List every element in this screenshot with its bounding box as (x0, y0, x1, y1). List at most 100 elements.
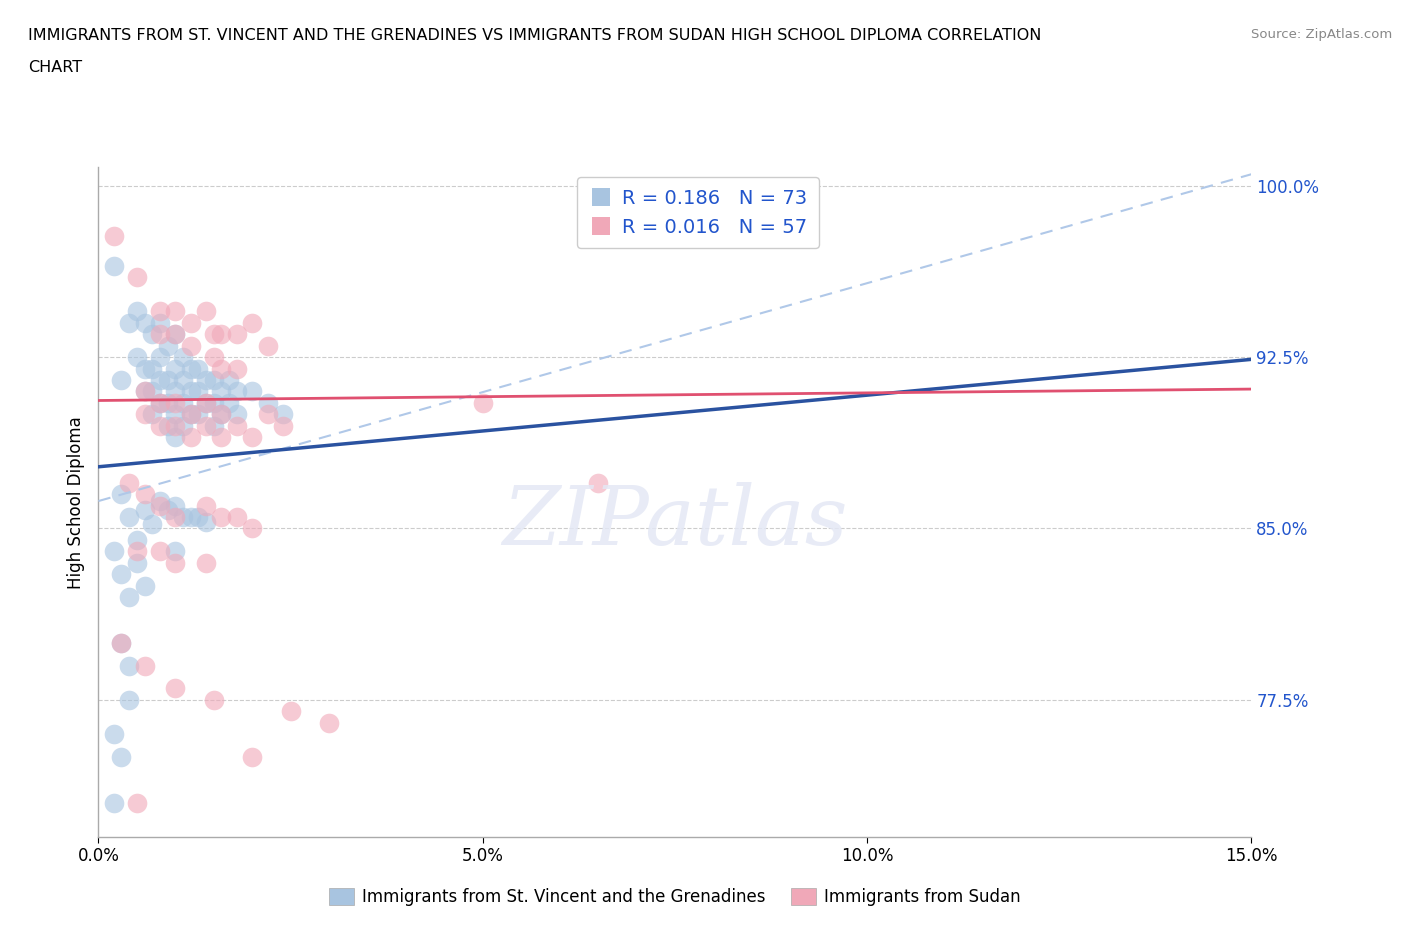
Point (225, 418, 247, 433)
Point (149, 498, 172, 513)
Point (225, 406, 247, 421)
Point (209, 384, 232, 399)
Point (202, 350, 225, 365)
Point (110, 635, 132, 650)
Point (240, 750, 263, 764)
Point (134, 406, 156, 421)
Point (103, 544, 125, 559)
Point (125, 270, 148, 285)
Point (165, 555, 187, 570)
Point (149, 418, 172, 433)
Point (195, 395, 218, 410)
Point (156, 503, 179, 518)
Point (110, 566, 132, 581)
Point (202, 326, 225, 341)
Point (180, 315, 202, 330)
Point (165, 498, 187, 513)
Point (156, 418, 179, 433)
Point (586, 475, 609, 490)
Point (195, 498, 218, 513)
Point (165, 681, 187, 696)
Point (165, 406, 187, 421)
Point (209, 406, 232, 421)
Point (134, 578, 156, 593)
Point (187, 384, 209, 399)
Point (180, 406, 202, 421)
Point (180, 406, 202, 421)
Point (149, 326, 172, 341)
Point (149, 304, 172, 319)
Point (141, 384, 163, 399)
Point (172, 395, 194, 410)
Point (118, 590, 141, 604)
Point (134, 384, 156, 399)
Point (195, 373, 218, 388)
Point (118, 315, 141, 330)
Point (165, 326, 187, 341)
Point (195, 395, 218, 410)
Point (110, 486, 132, 501)
Point (180, 510, 202, 525)
Point (187, 510, 209, 525)
Point (134, 361, 156, 376)
Point (195, 514, 218, 529)
Point (256, 406, 278, 421)
Point (141, 406, 163, 421)
Point (118, 658, 141, 673)
Point (141, 326, 163, 341)
Text: CHART: CHART (28, 60, 82, 75)
Point (318, 715, 340, 730)
Point (103, 795, 125, 810)
Point (240, 521, 263, 536)
Point (134, 315, 156, 330)
Point (202, 418, 225, 433)
Point (209, 326, 232, 341)
Legend: R = 0.186   N = 73, R = 0.016   N = 57: R = 0.186 N = 73, R = 0.016 N = 57 (578, 177, 818, 248)
Point (256, 339, 278, 353)
Point (225, 326, 247, 341)
Point (156, 339, 179, 353)
Text: IMMIGRANTS FROM ST. VINCENT AND THE GRENADINES VS IMMIGRANTS FROM SUDAN HIGH SCH: IMMIGRANTS FROM ST. VINCENT AND THE GREN… (28, 28, 1042, 43)
Point (103, 726, 125, 741)
Point (180, 384, 202, 399)
Point (103, 259, 125, 273)
Point (195, 304, 218, 319)
Point (271, 418, 294, 433)
Point (103, 229, 125, 244)
Point (187, 361, 209, 376)
Point (209, 510, 232, 525)
Point (225, 510, 247, 525)
Point (125, 886, 148, 901)
Point (110, 635, 132, 650)
Point (271, 406, 294, 421)
Point (202, 395, 225, 410)
Point (134, 658, 156, 673)
Point (225, 384, 247, 399)
Point (118, 693, 141, 708)
Point (165, 430, 187, 445)
Point (134, 384, 156, 399)
Point (125, 555, 148, 570)
Point (156, 373, 179, 388)
Point (218, 373, 240, 388)
Point (240, 430, 263, 445)
Point (125, 304, 148, 319)
Point (202, 373, 225, 388)
Point (110, 373, 132, 388)
Point (202, 693, 225, 708)
Point (165, 418, 187, 433)
Point (280, 704, 302, 719)
Point (149, 350, 172, 365)
Point (149, 395, 172, 410)
Legend: Immigrants from St. Vincent and the Grenadines, Immigrants from Sudan: Immigrants from St. Vincent and the Gren… (322, 881, 1028, 912)
Point (125, 795, 148, 810)
Text: ZIPatlas: ZIPatlas (502, 483, 848, 563)
Point (187, 406, 209, 421)
Point (165, 304, 187, 319)
Point (134, 486, 156, 501)
Y-axis label: High School Diploma: High School Diploma (66, 416, 84, 589)
Point (172, 510, 194, 525)
Point (134, 503, 156, 518)
Point (149, 494, 172, 509)
Point (165, 510, 187, 525)
